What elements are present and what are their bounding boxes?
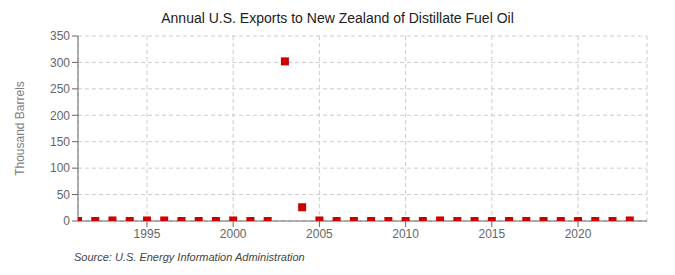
html-text:Source: U.S. Energy Informatio: Source: U.S. Energy Information Administ… [74, 251, 305, 263]
svg-text:2010: 2010 [392, 227, 419, 241]
svg-text:Thousand Barrels: Thousand Barrels [13, 81, 27, 176]
svg-text:200: 200 [50, 109, 70, 123]
svg-text:50: 50 [57, 188, 71, 202]
svg-text:0: 0 [63, 214, 70, 228]
svg-text:100: 100 [50, 161, 70, 175]
svg-text:2015: 2015 [478, 227, 505, 241]
svg-text:350: 350 [50, 29, 70, 43]
svg-text:1995: 1995 [134, 227, 161, 241]
html-text:Annual U.S. Exports to New Zea: Annual U.S. Exports to New Zealand of Di… [161, 10, 514, 26]
svg-text:300: 300 [50, 56, 70, 70]
svg-text:250: 250 [50, 82, 70, 96]
svg-text:2005: 2005 [306, 227, 333, 241]
svg-text:150: 150 [50, 135, 70, 149]
svg-text:2000: 2000 [220, 227, 247, 241]
svg-text:2020: 2020 [565, 227, 592, 241]
